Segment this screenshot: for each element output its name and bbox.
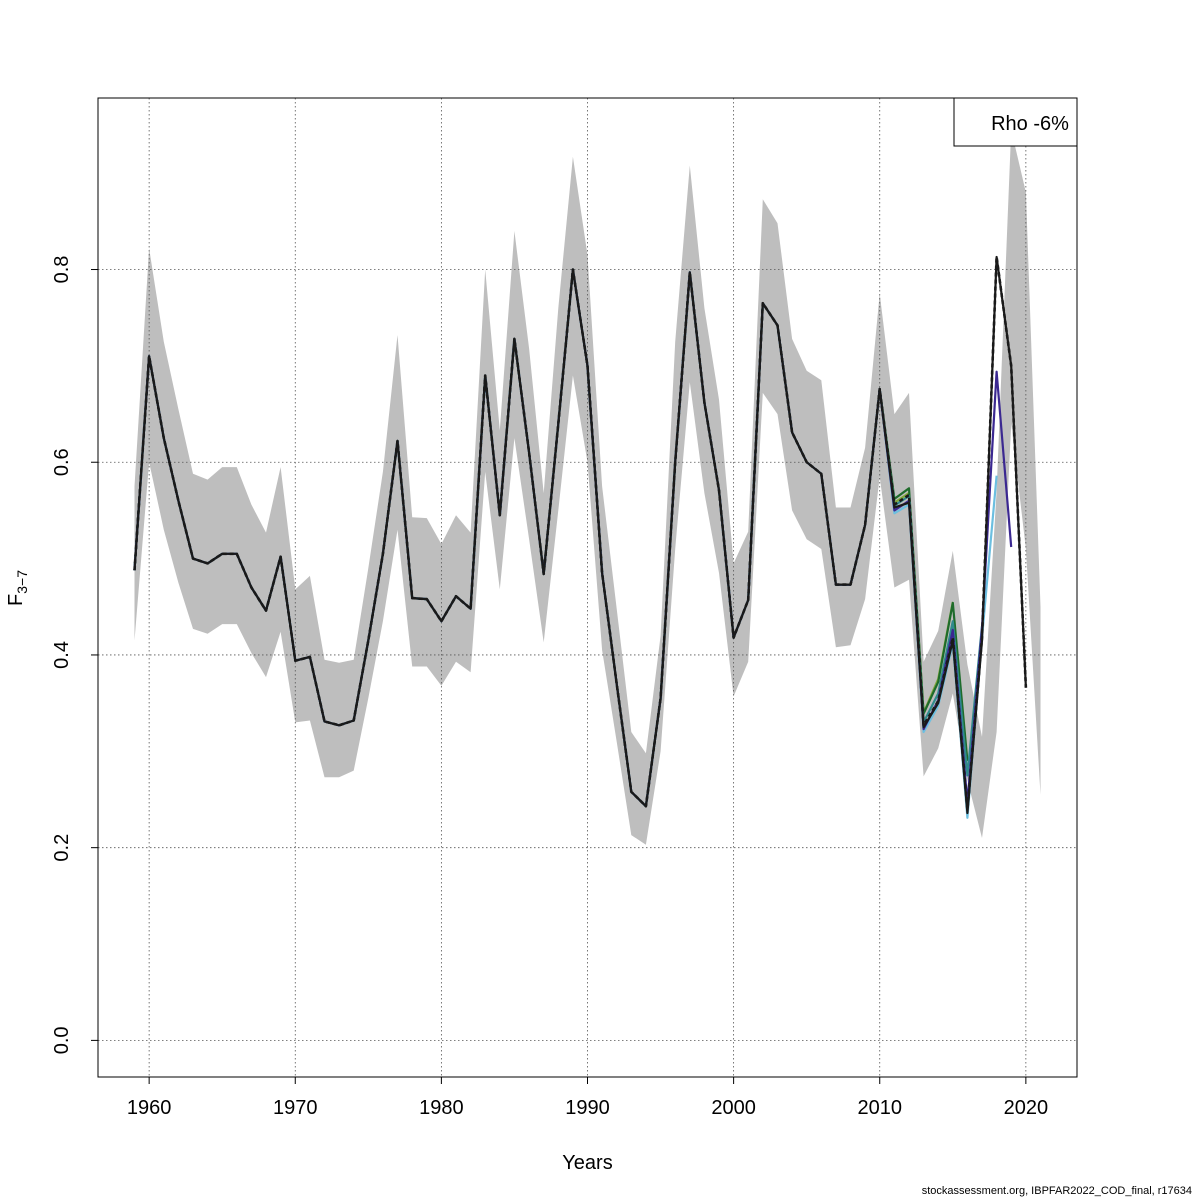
- y-tick-label: 0.0: [51, 1026, 73, 1054]
- svg-text:F3−7: F3−7: [5, 570, 30, 606]
- x-tick-label: 2020: [1004, 1097, 1049, 1119]
- x-tick-label: 1990: [565, 1097, 610, 1119]
- legend-box: [953, 97, 1078, 147]
- y-axis-label-subscript: 3−7: [14, 570, 30, 594]
- y-tick-label: 0.8: [51, 256, 73, 284]
- confidence-band-layer: [134, 129, 1041, 845]
- x-axis-label: Years: [562, 1152, 612, 1174]
- series-layer: [133, 255, 1028, 819]
- y-axis-label: F3−7: [5, 570, 30, 606]
- footer-credit: stockassessment.org, IBPFAR2022_COD_fina…: [921, 1185, 1192, 1197]
- confidence-band: [134, 129, 1041, 845]
- legend-label: Rho -6%: [991, 113, 1069, 135]
- y-tick-label: 0.6: [51, 448, 73, 476]
- x-tick-label: 2010: [857, 1097, 902, 1119]
- y-axis-label-main: F: [5, 594, 27, 606]
- axis-layer: 1960 1970 1980 1990 2000 2010 2020 0.0 0.2 0.4 0.6…: [51, 256, 1048, 1119]
- x-tick-label: 2000: [711, 1097, 756, 1119]
- legend: Rho -6%: [953, 97, 1078, 147]
- x-tick-label: 1980: [419, 1097, 464, 1119]
- x-tick-label: 1960: [127, 1097, 172, 1119]
- y-tick-label: 0.4: [51, 641, 73, 669]
- grid-layer: [98, 98, 1077, 1077]
- y-tick-label: 0.2: [51, 834, 73, 862]
- x-tick-label: 1970: [273, 1097, 318, 1119]
- series-line: [133, 255, 1028, 812]
